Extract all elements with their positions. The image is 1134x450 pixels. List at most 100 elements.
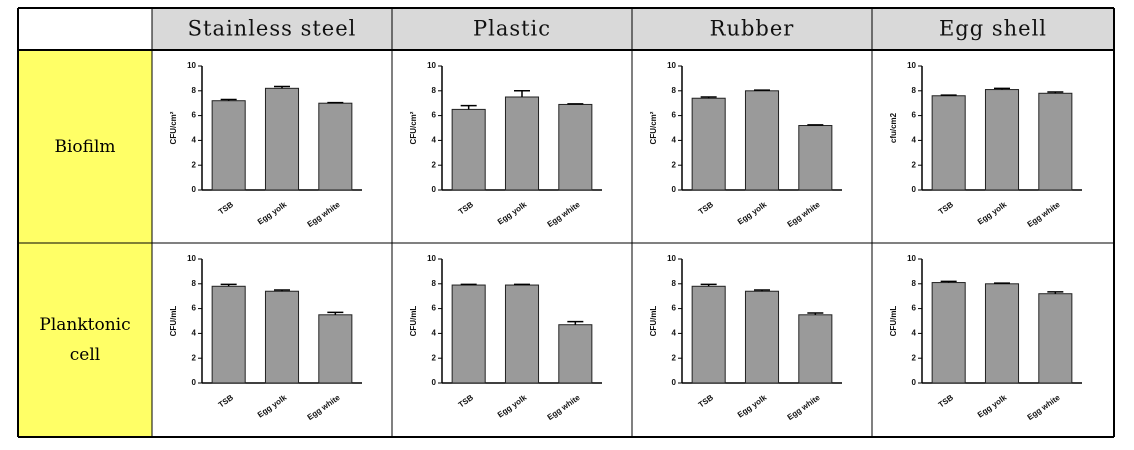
x-tick-label: Egg yolk bbox=[976, 200, 1009, 227]
y-tick-label: 6 bbox=[912, 304, 917, 313]
y-tick-label: 0 bbox=[192, 185, 197, 194]
error-bar bbox=[514, 90, 530, 97]
x-tick-label: Egg white bbox=[306, 200, 343, 229]
y-tick-label: 2 bbox=[672, 353, 677, 362]
error-bar bbox=[1047, 91, 1064, 94]
y-tick-label: 8 bbox=[912, 279, 917, 288]
y-tick-label: 0 bbox=[672, 185, 677, 194]
y-tick-label: 10 bbox=[907, 254, 916, 263]
bar bbox=[931, 282, 966, 384]
y-tick-label: 10 bbox=[667, 254, 676, 263]
y-axis-label: CFU/mL bbox=[409, 306, 418, 337]
x-tick-label: Egg white bbox=[1026, 200, 1063, 229]
y-tick-label: 6 bbox=[192, 111, 197, 120]
bar bbox=[451, 284, 486, 384]
y-tick-label: 0 bbox=[432, 378, 437, 387]
y-tick-label: 2 bbox=[672, 160, 677, 169]
y-tick-label: 8 bbox=[192, 279, 197, 288]
bar bbox=[691, 97, 726, 191]
x-tick-label: TSB bbox=[697, 393, 715, 410]
y-tick-label: 0 bbox=[912, 378, 917, 387]
y-tick-label: 4 bbox=[192, 136, 197, 145]
error-bar bbox=[807, 124, 824, 126]
bar bbox=[931, 95, 966, 191]
y-tick-label: 8 bbox=[432, 279, 437, 288]
bar bbox=[798, 125, 833, 191]
y-tick-label: 6 bbox=[672, 304, 677, 313]
x-tick-label: Egg white bbox=[546, 200, 583, 229]
error-bar bbox=[940, 94, 957, 96]
error-bar bbox=[754, 89, 770, 91]
error-bar bbox=[700, 283, 717, 287]
y-tick-label: 2 bbox=[192, 160, 197, 169]
bar bbox=[211, 100, 246, 191]
x-tick-label: Egg white bbox=[306, 393, 343, 422]
y-tick-label: 6 bbox=[672, 111, 677, 120]
y-axis-label: CFU/mL bbox=[889, 306, 898, 337]
y-tick-label: 6 bbox=[192, 304, 197, 313]
y-tick-label: 8 bbox=[912, 86, 917, 95]
error-bar bbox=[567, 103, 584, 105]
x-tick-label: Egg yolk bbox=[736, 200, 769, 227]
y-tick-label: 8 bbox=[672, 86, 677, 95]
error-bar bbox=[754, 289, 770, 292]
y-tick-label: 10 bbox=[907, 61, 916, 70]
x-tick-label: TSB bbox=[697, 200, 715, 217]
x-tick-label: Egg white bbox=[786, 200, 823, 229]
bar bbox=[264, 87, 300, 191]
bar bbox=[798, 314, 833, 384]
error-bar bbox=[460, 283, 477, 286]
y-tick-label: 4 bbox=[432, 136, 437, 145]
y-tick-label: 6 bbox=[912, 111, 917, 120]
y-axis-label: CFU/mL bbox=[649, 306, 658, 337]
x-tick-label: Egg white bbox=[786, 393, 823, 422]
corner-cell bbox=[18, 8, 152, 50]
bar bbox=[744, 290, 780, 384]
bar bbox=[984, 89, 1020, 191]
row-header: Planktonic cell bbox=[39, 315, 131, 365]
row-header-box: Planktonic cell bbox=[39, 315, 131, 365]
bar bbox=[558, 103, 593, 191]
error-bar bbox=[700, 96, 717, 99]
x-tick-label: Egg white bbox=[1026, 393, 1063, 422]
y-tick-label: 4 bbox=[672, 136, 677, 145]
x-tick-label: Egg yolk bbox=[736, 393, 769, 420]
row-header: Biofilm bbox=[54, 136, 116, 157]
y-tick-label: 2 bbox=[912, 353, 917, 362]
y-axis-label: CFU/cm² bbox=[649, 111, 658, 144]
bar bbox=[1038, 293, 1073, 384]
bar bbox=[504, 96, 540, 191]
bar bbox=[744, 90, 780, 191]
bar bbox=[318, 102, 353, 191]
error-bar bbox=[1047, 291, 1064, 294]
x-tick-label: Egg yolk bbox=[496, 393, 529, 420]
y-axis-label: CFU/mL bbox=[169, 306, 178, 337]
y-tick-label: 4 bbox=[912, 329, 917, 338]
bar bbox=[984, 283, 1020, 384]
y-tick-label: 8 bbox=[192, 86, 197, 95]
bar bbox=[558, 324, 593, 384]
y-tick-label: 4 bbox=[432, 329, 437, 338]
y-tick-label: 0 bbox=[432, 185, 437, 194]
bar bbox=[211, 285, 246, 384]
y-tick-label: 2 bbox=[192, 353, 197, 362]
bar bbox=[318, 314, 353, 384]
error-bar bbox=[567, 320, 584, 325]
column-header: Stainless steel bbox=[188, 17, 357, 41]
y-tick-label: 2 bbox=[432, 160, 437, 169]
error-bar bbox=[220, 283, 237, 287]
error-bar bbox=[994, 87, 1010, 90]
y-tick-label: 6 bbox=[432, 304, 437, 313]
y-axis-label: CFU/cm² bbox=[409, 111, 418, 144]
x-tick-label: TSB bbox=[937, 393, 955, 410]
error-bar bbox=[940, 280, 957, 283]
y-tick-label: 2 bbox=[912, 160, 917, 169]
y-tick-label: 8 bbox=[672, 279, 677, 288]
error-bar bbox=[274, 85, 290, 89]
y-tick-label: 4 bbox=[912, 136, 917, 145]
error-bar bbox=[807, 312, 824, 315]
x-tick-label: Egg white bbox=[546, 393, 583, 422]
error-bar bbox=[327, 311, 344, 315]
y-tick-label: 8 bbox=[432, 86, 437, 95]
